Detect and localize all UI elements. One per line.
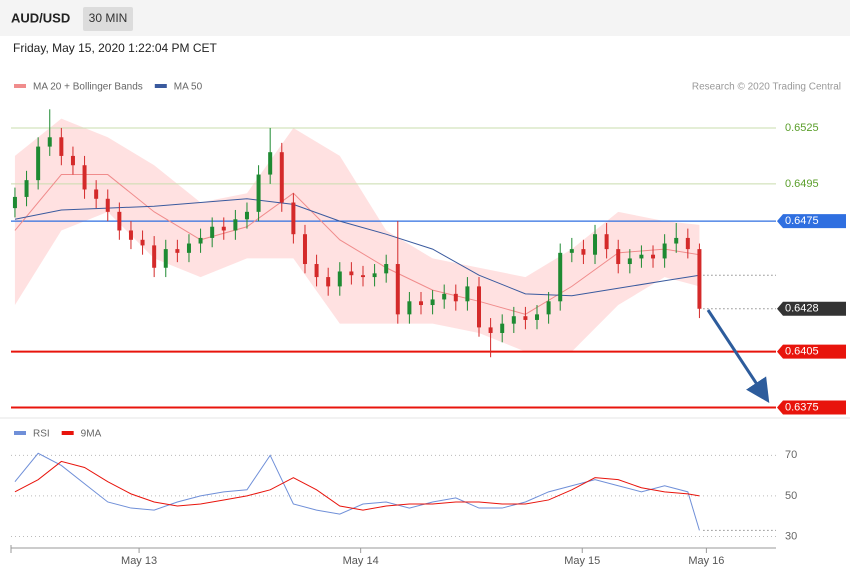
- candle-body: [523, 316, 528, 320]
- candle-body: [581, 249, 586, 255]
- candle-body: [488, 327, 493, 333]
- level-label: 0.6405: [785, 346, 819, 358]
- x-tick-label: May 16: [688, 555, 724, 567]
- candle-body: [128, 230, 133, 240]
- candle-body: [12, 196, 17, 209]
- candle-body: [105, 198, 110, 212]
- candle-body: [198, 237, 203, 244]
- candle-body: [268, 152, 273, 175]
- legend-swatch: [14, 431, 26, 435]
- candle-body: [36, 146, 41, 181]
- candle-body: [685, 237, 690, 250]
- level-label: 0.6475: [785, 215, 819, 227]
- candle-body: [604, 234, 609, 250]
- candle-body: [395, 264, 400, 315]
- candle-body: [70, 155, 75, 166]
- legend-swatch: [14, 84, 26, 88]
- candle-body: [453, 293, 458, 302]
- candle-body: [186, 243, 191, 253]
- candle-body: [360, 275, 365, 278]
- candle-body: [384, 264, 389, 274]
- candle-body: [372, 273, 377, 278]
- candle-body: [616, 249, 621, 265]
- ma-line: [14, 198, 700, 297]
- candle-body: [302, 234, 307, 265]
- rsi-line: [14, 460, 700, 511]
- x-tick-label: May 13: [121, 555, 157, 567]
- candle-body: [627, 258, 632, 265]
- x-tick-label: May 15: [564, 555, 600, 567]
- candle-body: [210, 226, 215, 238]
- candle-body: [407, 301, 412, 315]
- candle-body: [651, 254, 656, 259]
- level-tag: [777, 400, 846, 415]
- level-label: 0.6495: [785, 178, 819, 190]
- candle-body: [418, 301, 423, 306]
- candle-body: [94, 189, 99, 199]
- level-tag: [777, 344, 846, 359]
- candle-body: [163, 249, 168, 268]
- candle-body: [349, 271, 354, 276]
- candle-body: [279, 152, 284, 203]
- legend-label: MA 20 + Bollinger Bands: [33, 82, 143, 93]
- interval[interactable]: 30 MIN: [89, 11, 128, 25]
- candle-body: [442, 293, 447, 300]
- candle-body: [546, 301, 551, 315]
- candle-body: [662, 243, 667, 259]
- candle-body: [511, 316, 516, 324]
- candle-body: [326, 277, 331, 287]
- candle-body: [535, 314, 540, 320]
- candle-body: [639, 254, 644, 259]
- bollinger-band: [14, 118, 700, 352]
- forecast-arrow: [706, 309, 770, 404]
- legend-label: RSI: [33, 429, 50, 440]
- candle-body: [500, 323, 505, 333]
- candle-body: [82, 165, 87, 190]
- candle-body: [430, 299, 435, 306]
- candle-body: [697, 249, 702, 309]
- candle-body: [477, 286, 482, 328]
- level-label: 0.6375: [785, 401, 819, 413]
- candle-body: [674, 237, 679, 244]
- candle-body: [24, 180, 29, 197]
- level-label: 0.6428: [785, 303, 819, 315]
- candle-body: [117, 211, 122, 231]
- candle-body: [59, 137, 64, 156]
- y-tick-label: 50: [785, 490, 797, 502]
- candle-body: [221, 226, 226, 231]
- legend-label: 9MA: [81, 429, 102, 440]
- candle-body: [291, 202, 296, 235]
- timestamp: Friday, May 15, 2020 1:22:04 PM CET: [13, 41, 218, 55]
- ma-line: [14, 174, 700, 315]
- header-bar: [0, 0, 850, 36]
- legend-swatch: [61, 431, 74, 435]
- candle-body: [569, 249, 574, 253]
- rsi-line: [14, 452, 700, 531]
- legend-label: MA 50: [174, 82, 203, 93]
- candle-body: [314, 264, 319, 278]
- level-label: 0.6525: [785, 122, 819, 134]
- candle-body: [256, 174, 261, 212]
- candle-body: [233, 219, 238, 231]
- candle-body: [465, 286, 470, 302]
- level-tag: [777, 214, 846, 229]
- credit: Research © 2020 Trading Central: [692, 82, 841, 93]
- x-tick-label: May 14: [343, 555, 379, 567]
- interval-badge[interactable]: [83, 7, 133, 31]
- candle-body: [140, 239, 145, 246]
- level-tag: [777, 301, 846, 316]
- y-tick-label: 70: [785, 449, 797, 461]
- candle-body: [337, 271, 342, 287]
- symbol: AUD/USD: [11, 10, 70, 25]
- candle-body: [558, 252, 563, 302]
- candle-body: [244, 211, 249, 220]
- legend-swatch: [154, 84, 167, 88]
- candle-body: [175, 249, 180, 253]
- candle-body: [152, 245, 157, 268]
- candle-body: [47, 137, 52, 147]
- y-tick-label: 30: [785, 530, 797, 542]
- candle-body: [593, 234, 598, 255]
